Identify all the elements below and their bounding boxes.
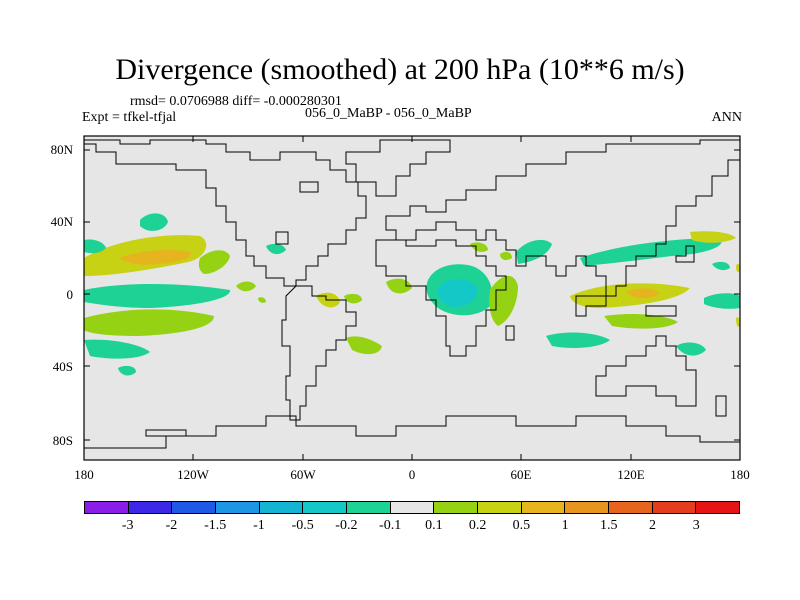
- colorbar-label: 0.2: [468, 518, 487, 533]
- positive-patch: [344, 293, 362, 304]
- positive-patch: [736, 317, 740, 327]
- negative-patch: [84, 239, 106, 254]
- positive-patch: [489, 275, 518, 326]
- positive-patch: [84, 339, 150, 359]
- negative-patch: [704, 293, 740, 309]
- coastline-australia: [595, 335, 697, 407]
- negative-patch: [580, 238, 722, 266]
- positive-patch: [84, 309, 214, 336]
- colorbar-swatch: [696, 502, 740, 513]
- colorbar-swatch: [390, 502, 435, 513]
- positive-patch: [198, 250, 230, 274]
- colorbar-label: 2: [649, 518, 657, 533]
- colorbar-label: -0.1: [379, 518, 402, 533]
- coastline-eurasia: [385, 139, 741, 297]
- colorbar-swatch: [128, 502, 173, 513]
- colorbar-label: -1: [253, 518, 265, 533]
- coastline-africa: [375, 239, 507, 357]
- colorbar-swatch: [172, 502, 217, 513]
- colorbar-swatch: [652, 502, 697, 513]
- positive-patch: [258, 297, 266, 303]
- colorbar-swatch: [521, 502, 566, 513]
- cases-label: 056_0_MaBP - 056_0_MaBP: [305, 106, 472, 121]
- map-frame: [83, 135, 741, 461]
- colorbar-label: -0.2: [335, 518, 358, 533]
- negative-patch: [676, 342, 706, 356]
- colorbar-label: -3: [121, 518, 134, 533]
- coastline-greenland: [345, 139, 451, 197]
- coastline-hudson: [275, 231, 289, 245]
- colorbar-swatch: [434, 502, 479, 513]
- plot-title: Divergence (smoothed) at 200 hPa (10**6 …: [115, 53, 685, 86]
- lon-label-60w: 60W: [290, 467, 316, 482]
- colorbar-swatch: [259, 502, 304, 513]
- axis-ticks: [84, 136, 740, 460]
- colorbar-label: 1.5: [600, 518, 618, 533]
- colorbar-label: 0.5: [512, 518, 531, 533]
- colorbar-swatch: [565, 502, 610, 513]
- lat-label-40s: 40S: [52, 359, 73, 374]
- negative-patch: [140, 213, 168, 231]
- lat-label-40n: 40N: [50, 214, 73, 229]
- positive-patch: [120, 250, 191, 265]
- lon-label-120w: 120W: [177, 467, 209, 482]
- lat-label-80n: 80N: [50, 142, 73, 157]
- period-label: ANN: [711, 110, 742, 125]
- colorbar: [84, 501, 740, 514]
- colorbar-label: 0.1: [425, 518, 443, 533]
- coastline-south-america: [281, 285, 357, 421]
- colorbar-swatch: [85, 502, 129, 513]
- negative-patch: [516, 239, 552, 264]
- colorbar-label: -2: [165, 518, 178, 533]
- lon-label-0: 0: [408, 467, 416, 482]
- positive-patch: [690, 231, 736, 243]
- coastline-antarctic-peninsula: [145, 429, 187, 437]
- positive-patch: [570, 283, 690, 308]
- negative-patch: [712, 261, 730, 271]
- lon-label-120e: 120E: [617, 467, 645, 482]
- stats-line: rmsd= 0.0706988 diff= -0.000280301: [130, 94, 342, 109]
- colorbar-swatch: [478, 502, 522, 513]
- field-patches: [84, 213, 740, 376]
- coastline-new-guinea: [645, 305, 677, 317]
- positive-patch: [346, 336, 382, 355]
- coastline-indonesia: [575, 295, 607, 317]
- lon-label-180w: 180: [74, 467, 94, 482]
- positive-patch: [604, 314, 678, 329]
- experiment-label: Expt = tfkel-tfjal: [82, 110, 177, 125]
- coastline-japan: [675, 245, 695, 263]
- negative-patch: [266, 243, 286, 255]
- lon-label-180e: 180: [730, 467, 750, 482]
- coastline-antarctica: [84, 415, 740, 449]
- positive-patch: [236, 281, 256, 292]
- lat-label-0: 0: [66, 287, 74, 302]
- positive-patch: [626, 288, 660, 299]
- coastlines: [83, 139, 741, 449]
- coastline-madagascar: [505, 325, 515, 341]
- colorbar-swatch: [609, 502, 653, 513]
- positive-patch: [500, 251, 512, 261]
- colorbar-swatch: [303, 502, 348, 513]
- negative-patch: [84, 284, 231, 308]
- lat-label-80s: 80S: [52, 433, 73, 448]
- coastline-new-zealand: [715, 395, 727, 417]
- colorbar-label: -1.5: [204, 518, 227, 533]
- negative-patch: [546, 332, 610, 348]
- colorbar-label: -0.5: [291, 518, 314, 533]
- positive-patch: [736, 263, 740, 273]
- negative-patch: [118, 365, 136, 376]
- lon-label-60e: 60E: [510, 467, 532, 482]
- colorbar-label: 1: [561, 518, 569, 533]
- colorbar-swatch: [347, 502, 391, 513]
- coastline-arctic-islands: [299, 181, 319, 193]
- colorbar-swatch: [216, 502, 260, 513]
- positive-patch: [470, 242, 488, 252]
- colorbar-label: 3: [692, 518, 700, 533]
- negative-patch: [437, 279, 478, 308]
- coastline-north-america: [83, 139, 367, 287]
